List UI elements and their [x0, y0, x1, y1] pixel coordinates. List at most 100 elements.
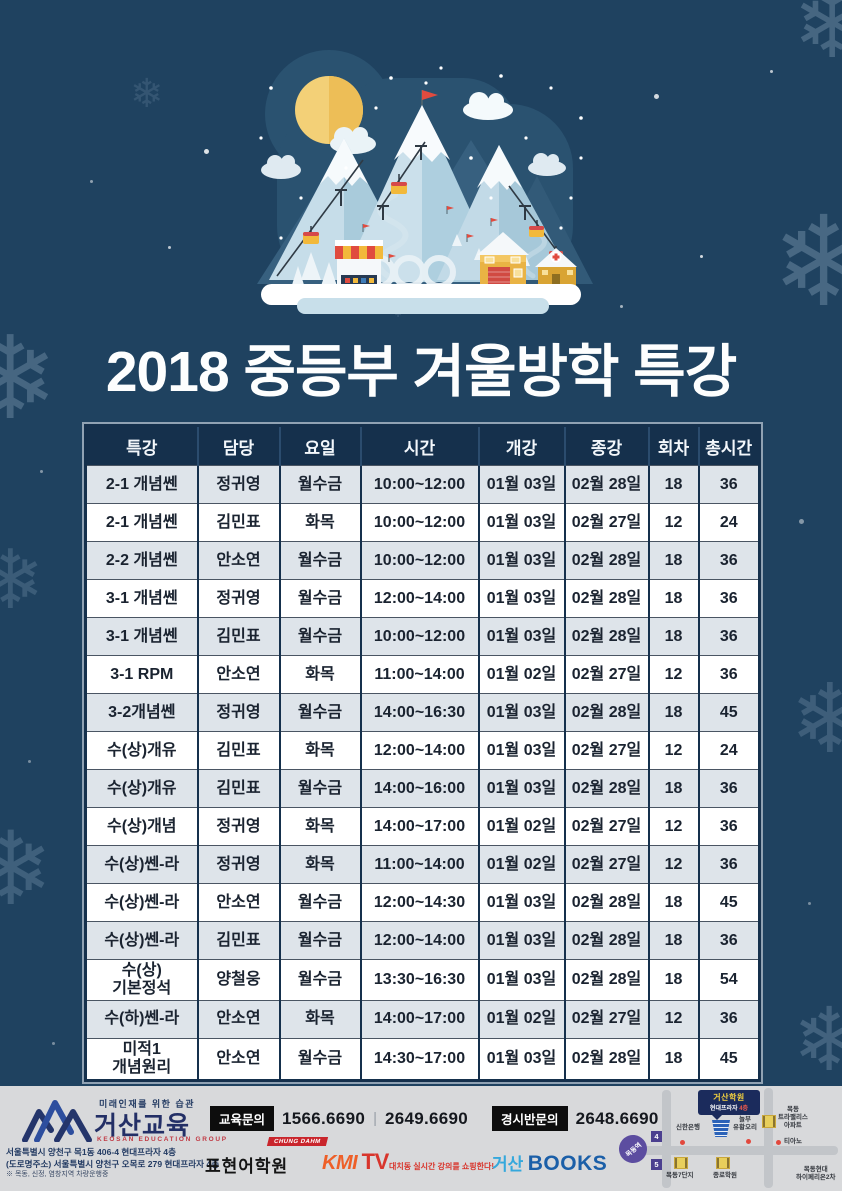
table-cell: 12: [648, 731, 700, 770]
table-cell: 36: [698, 655, 760, 694]
table-cell: 18: [648, 959, 700, 1001]
table-cell: 정귀영: [197, 465, 281, 504]
table-cell: 45: [698, 883, 760, 922]
header-total-hours: 총시간: [698, 425, 760, 466]
logo-name: 거산교육: [94, 1112, 191, 1140]
table-row: 미적1 개념원리 안소연 월수금 14:30~17:00 01월 03일 02월 28일 1…: [85, 1037, 760, 1081]
road-vertical-1: [662, 1090, 671, 1188]
header-time: 시간: [360, 425, 480, 466]
table-cell: 11:00~14:00: [360, 845, 480, 884]
table-cell: 12:00~14:00: [360, 731, 480, 770]
table-cell: 01월 03일: [478, 693, 566, 732]
table-cell: 월수금: [279, 921, 362, 960]
table-cell: 01월 02일: [478, 845, 566, 884]
chungdahm-tag: CHUNG DAHM: [266, 1137, 328, 1146]
table-cell: 18: [648, 883, 700, 922]
kmi-slogan: 대치동 실시간 강의를 쇼핑한다!: [389, 1162, 495, 1171]
table-cell: 14:00~16:00: [360, 769, 480, 808]
table-cell: 12: [648, 503, 700, 542]
table-cell: 18: [648, 579, 700, 618]
snowflake-icon: ❄: [792, 990, 842, 1089]
academy-callout-floor: 4층: [739, 1106, 749, 1112]
table-cell: 수(상)개유: [85, 769, 199, 808]
table-cell: 12: [648, 807, 700, 846]
table-cell: 김민표: [197, 769, 281, 808]
table-cell: 12:00~14:00: [360, 921, 480, 960]
table-cell: 월수금: [279, 883, 362, 922]
table-cell: 36: [698, 921, 760, 960]
table-cell: 13:30~16:30: [360, 959, 480, 1001]
table-cell: 36: [698, 769, 760, 808]
table-cell: 김민표: [197, 921, 281, 960]
table-cell: 18: [648, 541, 700, 580]
tree-icon: [291, 234, 530, 288]
table-cell: 10:00~12:00: [360, 541, 480, 580]
table-cell: 안소연: [197, 1037, 281, 1081]
table-cell: 10:00~12:00: [360, 617, 480, 656]
snowflake-icon: ❄: [130, 72, 164, 116]
table-cell: 01월 03일: [478, 883, 566, 922]
table-cell: 수(상) 기본정석: [85, 959, 199, 1001]
header-sessions: 회차: [648, 425, 700, 466]
table-cell: 01월 03일: [478, 921, 566, 960]
table-cell: 02월 28일: [564, 1037, 650, 1081]
road-horizontal: [624, 1146, 838, 1155]
table-cell: 화목: [279, 845, 362, 884]
table-row: 2-1 개념쎈 김민표 화목 10:00~12:00 01월 03일 02월 27일 12 2…: [85, 503, 760, 542]
aid-house-illustration: [535, 248, 577, 286]
building-icon: [762, 1115, 776, 1128]
table-cell: 14:30~17:00: [360, 1037, 480, 1081]
table-cell: 월수금: [279, 693, 362, 732]
table-row: 수(상)쎈-라 김민표 월수금 12:00~14:00 01월 03일 02월 28일 18…: [85, 921, 760, 960]
snowflake-icon: ❄: [771, 193, 842, 332]
edu-inquiry-badge: 교육문의: [210, 1106, 275, 1131]
header-teacher: 담당: [197, 425, 281, 466]
table-cell: 02월 27일: [564, 503, 650, 542]
contact-row: 교육문의 1566.6690 | 2649.6690 경시반문의 2648.66…: [210, 1106, 659, 1131]
table-cell: 01월 03일: [478, 503, 566, 542]
academy-callout: 거산학원 현대프라자 4층: [698, 1090, 760, 1120]
table-cell: 김민표: [197, 617, 281, 656]
table-cell: 01월 03일: [478, 579, 566, 618]
table-cell: 02월 27일: [564, 655, 650, 694]
contest-phone: 2648.6690: [575, 1108, 659, 1128]
table-header-row: 특강 담당 요일 시간 개강 종강 회차 총시간: [85, 425, 760, 466]
table-cell: 01월 03일: [478, 731, 566, 770]
table-cell: 2-1 개념쎈: [85, 503, 199, 542]
table-cell: 안소연: [197, 655, 281, 694]
table-cell: 월수금: [279, 1037, 362, 1081]
table-cell: 36: [698, 845, 760, 884]
snowflake-icon: ❄: [0, 535, 45, 626]
table-cell: 14:00~17:00: [360, 999, 480, 1039]
table-row: 3-1 RPM 안소연 화목 11:00~14:00 01월 02일 02월 27일 12 3…: [85, 655, 760, 694]
table-cell: 화목: [279, 655, 362, 694]
snowflake-icon: ❄: [789, 666, 842, 773]
table-row: 수(상)개유 김민표 화목 12:00~14:00 01월 03일 02월 27일 12 24: [85, 731, 760, 770]
academy-building-icon: [712, 1120, 730, 1137]
shuttle-note: ※ 목동, 신정, 염창지역 차량운행중: [6, 1171, 109, 1179]
table-cell: 45: [698, 1037, 760, 1081]
academy-callout-title: 거산학원: [713, 1093, 745, 1102]
table-cell: 2-1 개념쎈: [85, 465, 199, 504]
map-label-restaurant: 놀부 유황오리: [733, 1116, 757, 1132]
map-marker-dot: [680, 1140, 685, 1145]
table-cell: 12:00~14:00: [360, 579, 480, 618]
table-cell: 안소연: [197, 883, 281, 922]
mokdong-station-badge: 목동역: [613, 1129, 653, 1169]
table-cell: 54: [698, 959, 760, 1001]
table-cell: 02월 28일: [564, 883, 650, 922]
table-cell: 18: [648, 769, 700, 808]
table-cell: 정귀영: [197, 807, 281, 846]
table-cell: 월수금: [279, 579, 362, 618]
header-days: 요일: [279, 425, 362, 466]
books-kr-text: 거산: [492, 1155, 524, 1174]
logo-tagline: 미래인재를 위한 습관: [99, 1099, 196, 1109]
page-title: 2018 중등부 겨울방학 특강: [105, 340, 737, 404]
table-cell: 01월 03일: [478, 541, 566, 580]
table-row: 수(상)쎈-라 정귀영 화목 11:00~14:00 01월 02일 02월 27일 12 3…: [85, 845, 760, 884]
table-cell: 02월 28일: [564, 579, 650, 618]
map-label-jongno: 종로학원: [713, 1172, 737, 1179]
road-vertical-2: [764, 1088, 773, 1188]
table-cell: 안소연: [197, 541, 281, 580]
table-cell: 02월 27일: [564, 807, 650, 846]
